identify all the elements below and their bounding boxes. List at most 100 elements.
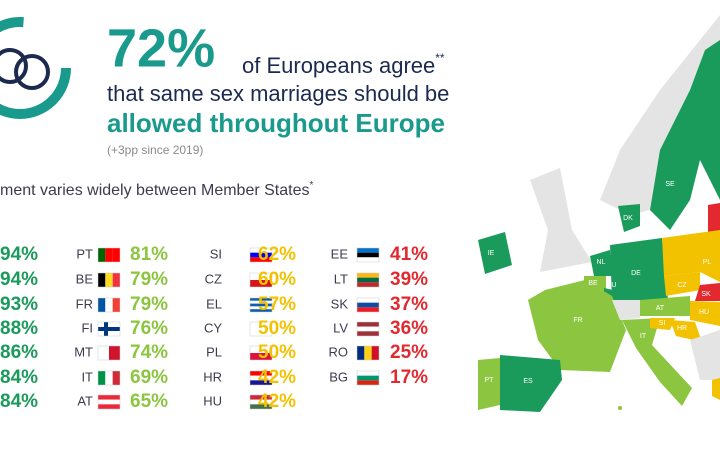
flag <box>249 297 273 313</box>
logo <box>0 17 71 119</box>
flag-part <box>250 248 272 253</box>
map-label: BE <box>588 280 598 287</box>
headline-line: that same sex marriages should be <box>107 81 449 106</box>
map-label: PL <box>703 259 712 266</box>
flag-border <box>97 297 121 313</box>
map-label: SK <box>701 291 711 298</box>
percentage: 60% <box>258 269 296 290</box>
flag-border <box>356 321 380 337</box>
percentage: 36% <box>390 318 428 339</box>
flag-part <box>357 346 365 360</box>
percentage: 76% <box>130 318 168 339</box>
map-label: AT <box>656 305 665 312</box>
percentage: 74% <box>130 342 168 363</box>
flag <box>356 370 380 386</box>
flag-part <box>357 298 379 303</box>
flag-border <box>356 272 380 288</box>
flag-border <box>249 345 273 361</box>
flag <box>356 345 380 361</box>
note: (+3pp since 2019) <box>107 143 203 157</box>
country-code: RO <box>329 344 349 359</box>
flag-part <box>112 273 120 287</box>
percentage: 69% <box>130 367 168 388</box>
map-label: PT <box>485 377 495 384</box>
percentage: 81% <box>130 244 168 265</box>
flag <box>356 297 380 313</box>
percentage: 79% <box>130 269 168 290</box>
country-code: LV <box>333 320 348 335</box>
flag-part <box>105 248 113 262</box>
flag-part <box>357 282 379 287</box>
flag <box>249 247 273 263</box>
flag-part <box>357 302 379 308</box>
flag <box>249 321 273 337</box>
flag-part <box>250 346 272 353</box>
map-label: IT <box>640 333 647 340</box>
flag-part <box>357 371 379 376</box>
flag-border <box>97 321 121 337</box>
flag-part <box>250 280 272 287</box>
map-label: MT <box>615 412 626 419</box>
flag <box>356 247 380 263</box>
flag-part <box>109 346 120 360</box>
map-label: CZ <box>677 282 687 289</box>
flag <box>249 394 273 410</box>
flag-part <box>98 298 106 312</box>
flag <box>97 370 121 386</box>
flag-border <box>97 247 121 263</box>
country-code: EE <box>331 246 349 261</box>
country-code: SI <box>210 246 222 261</box>
flag-border <box>249 321 273 337</box>
flag-border <box>356 345 380 361</box>
percentage: 86% <box>0 342 38 363</box>
percentage: 62% <box>258 244 296 265</box>
flag-border <box>97 345 121 361</box>
flag <box>97 297 121 313</box>
map-label: HU <box>699 309 709 316</box>
flag-part <box>98 395 120 400</box>
flag <box>97 394 121 410</box>
percentage: 84% <box>0 391 38 412</box>
footnote-mark: * <box>309 180 313 191</box>
country-code: CZ <box>205 271 222 286</box>
footnote-mark: ** <box>435 51 445 65</box>
map-label: ES <box>523 378 533 385</box>
flag-border <box>356 247 380 263</box>
flag <box>356 321 380 337</box>
flag-border <box>356 370 380 386</box>
flag-part <box>98 371 106 385</box>
country-code: SK <box>331 296 349 311</box>
flag-part <box>250 322 272 336</box>
flag-part <box>357 331 379 336</box>
flag <box>249 272 273 288</box>
country-code: PL <box>206 344 222 359</box>
flag-part <box>98 399 120 405</box>
flag <box>97 272 121 288</box>
percentage: 50% <box>258 342 296 363</box>
map-label: LU <box>608 282 617 289</box>
flag-part <box>98 346 109 360</box>
flag-part <box>112 371 120 385</box>
flag <box>97 345 121 361</box>
flag-part <box>357 277 379 283</box>
flag <box>249 370 273 386</box>
flag-border <box>97 272 121 288</box>
flag-part <box>250 306 272 310</box>
percentage: 37% <box>390 294 428 315</box>
percentage: 39% <box>390 269 428 290</box>
flag-part <box>371 346 379 360</box>
headline-emphasis: allowed throughout Europe <box>107 108 445 138</box>
flag-border <box>356 297 380 313</box>
flag-part <box>357 322 379 327</box>
flag-part <box>364 346 372 360</box>
percentage: 25% <box>390 342 428 363</box>
flag-part <box>250 380 272 385</box>
flag-part <box>357 326 379 332</box>
map-label: NL <box>597 259 606 266</box>
headline-line: of Europeans agree** <box>242 51 445 78</box>
map-label: IE <box>488 250 495 257</box>
flag-border <box>249 272 273 288</box>
flag-part <box>357 252 379 258</box>
percentage: 57% <box>258 294 296 315</box>
percentage: 42% <box>258 367 296 388</box>
